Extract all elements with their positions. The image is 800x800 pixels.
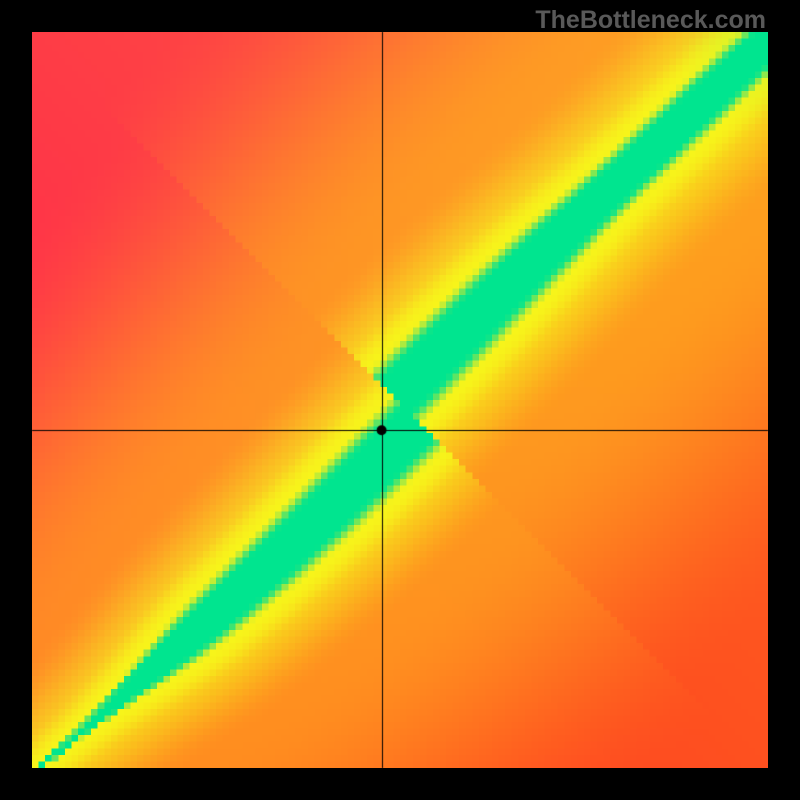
overlay-canvas: [0, 0, 800, 800]
watermark-text: TheBottleneck.com: [535, 6, 766, 35]
chart-container: TheBottleneck.com: [0, 0, 800, 800]
